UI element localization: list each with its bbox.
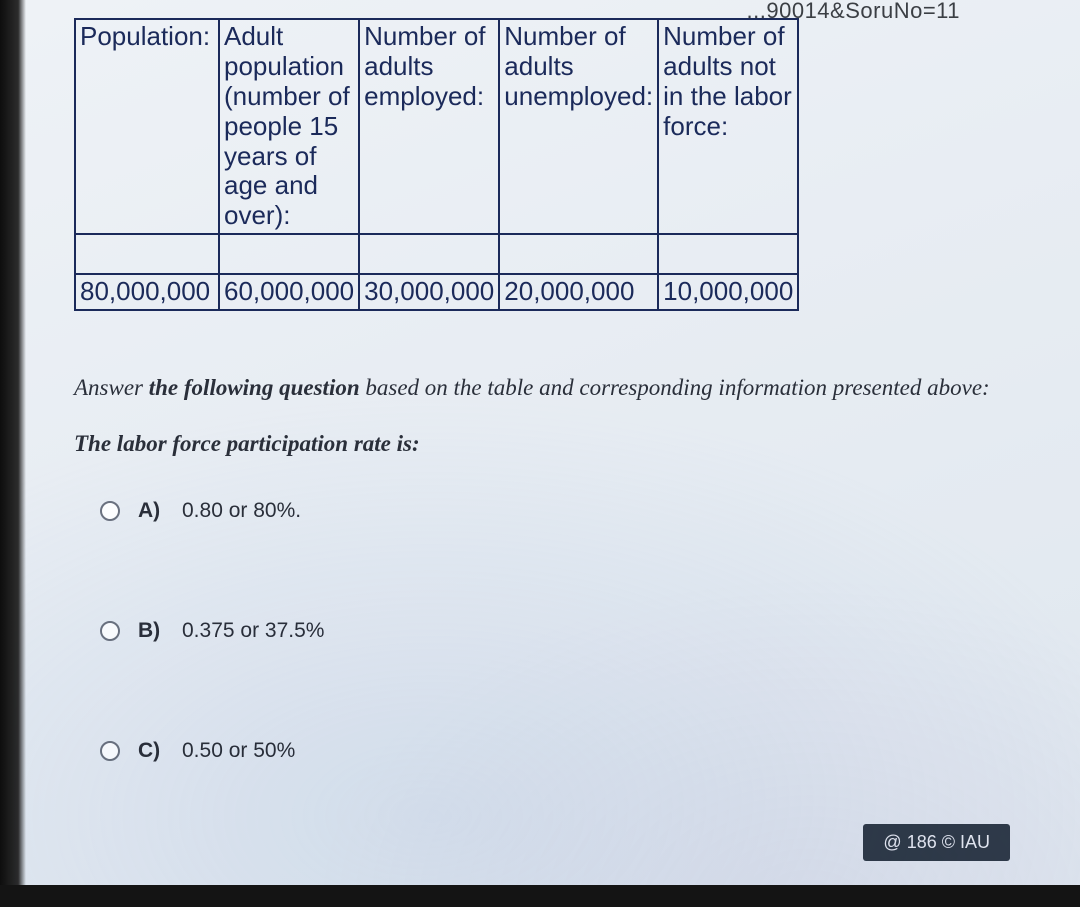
lead-suffix: based on the table and corresponding inf…: [360, 375, 990, 400]
quiz-screen: ...90014&SoruNo=11 Population: Adult pop…: [40, 0, 1080, 879]
lead-bold: the following question: [149, 375, 360, 400]
option-label: C): [138, 739, 164, 763]
option-text: 0.375 or 37.5%: [182, 619, 324, 643]
lead-prefix: Answer: [74, 375, 149, 400]
question-lead: Answer the following question based on t…: [74, 375, 1050, 401]
option-label: A): [138, 499, 164, 523]
radio-icon[interactable]: [100, 741, 120, 761]
option-a[interactable]: A) 0.80 or 80%.: [74, 499, 1050, 523]
options-group: A) 0.80 or 80%. B) 0.375 or 37.5% C) 0.5…: [74, 499, 1050, 763]
footer-badge: @ 186 © IAU: [863, 824, 1010, 861]
table-header-row: Population: Adult population (number of …: [75, 19, 798, 234]
cell-unemployed: 20,000,000: [499, 274, 658, 310]
option-c[interactable]: C) 0.50 or 50%: [74, 739, 1050, 763]
bezel-bottom: [0, 885, 1080, 907]
cell-adult-pop: 60,000,000: [219, 274, 359, 310]
monitor-frame: ...90014&SoruNo=11 Population: Adult pop…: [0, 0, 1080, 907]
option-label: B): [138, 619, 164, 643]
url-fragment: ...90014&SoruNo=11: [747, 0, 960, 24]
option-b[interactable]: B) 0.375 or 37.5%: [74, 619, 1050, 643]
option-text: 0.80 or 80%.: [182, 499, 301, 523]
table-spacer-row: [75, 234, 798, 274]
content-area: Population: Adult population (number of …: [40, 0, 1080, 763]
col-header-adult-pop: Adult population (number of people 15 ye…: [219, 19, 359, 234]
col-header-not-in-lf: Number of adults not in the labor force:: [658, 19, 798, 234]
table-data-row: 80,000,000 60,000,000 30,000,000 20,000,…: [75, 274, 798, 310]
bezel-left: [0, 0, 26, 907]
cell-employed: 30,000,000: [359, 274, 499, 310]
col-header-population: Population:: [75, 19, 219, 234]
cell-population: 80,000,000: [75, 274, 219, 310]
footer-text: @ 186 © IAU: [883, 832, 990, 853]
col-header-unemployed: Number of adults unemployed:: [499, 19, 658, 234]
question-prompt: The labor force participation rate is:: [74, 431, 1050, 457]
radio-icon[interactable]: [100, 621, 120, 641]
col-header-employed: Number of adults employed:: [359, 19, 499, 234]
labor-table: Population: Adult population (number of …: [74, 18, 799, 311]
cell-not-in-lf: 10,000,000: [658, 274, 798, 310]
radio-icon[interactable]: [100, 501, 120, 521]
option-text: 0.50 or 50%: [182, 739, 295, 763]
